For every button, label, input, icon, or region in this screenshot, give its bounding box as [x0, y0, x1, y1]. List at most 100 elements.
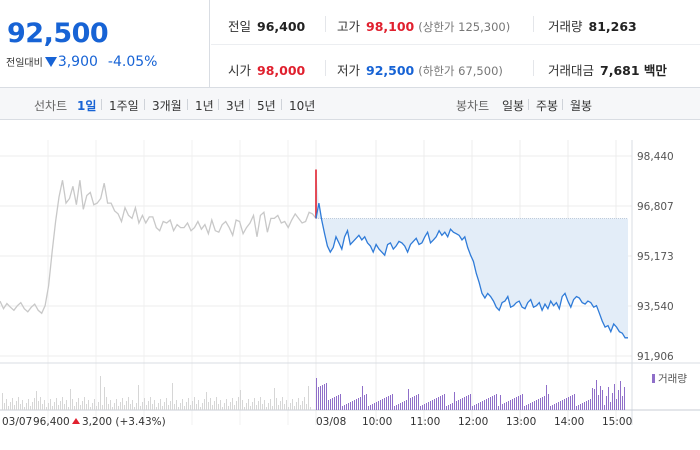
today-volume-bar	[370, 405, 371, 410]
prev-volume-bar	[212, 405, 213, 410]
today-volume-bar	[344, 405, 345, 410]
quote-header: 92,500 전일대비 3,900 -4.05% 전일 96,400 고가 98,100…	[0, 0, 700, 88]
prev-volume-bar	[74, 406, 75, 410]
prev-volume-bar	[174, 404, 175, 410]
prev-volume-bar	[178, 407, 179, 410]
prev-volume-bar	[146, 405, 147, 410]
prev-volume-bar	[266, 407, 267, 410]
today-volume-bar	[366, 394, 367, 410]
stat-trade-amount: 거래대금 7,681 백만	[548, 60, 667, 79]
down-triangle-icon	[44, 57, 57, 67]
today-volume-bar	[394, 406, 395, 410]
prev-volume-bar	[196, 404, 197, 410]
divider	[533, 60, 534, 76]
prev-volume-bar	[242, 400, 243, 410]
period-1w[interactable]: 1주일	[109, 99, 139, 113]
prev-volume-bar	[2, 393, 3, 410]
prev-volume-bar	[114, 403, 115, 410]
today-volume-bar	[600, 386, 601, 410]
prev-volume-bar	[274, 388, 275, 410]
prev-volume-bar	[60, 401, 61, 410]
today-volume-bar	[520, 395, 521, 410]
period-5y[interactable]: 5년	[257, 99, 276, 113]
prev-volume-bar	[92, 403, 93, 410]
today-volume-bar	[492, 396, 493, 410]
current-price-box: 92,500 전일대비 3,900 -4.05%	[0, 0, 210, 88]
today-volume-bar	[558, 402, 559, 410]
today-volume-bar	[328, 400, 329, 410]
divider	[533, 16, 534, 32]
today-volume-bar	[562, 400, 563, 410]
candle-daily[interactable]: 일봉	[502, 99, 525, 113]
prev-volume-bar	[30, 406, 31, 410]
prev-volume-bar	[244, 407, 245, 410]
today-volume-bar	[398, 404, 399, 410]
prev-volume-bar	[290, 403, 291, 410]
stat-label: 고가	[337, 19, 361, 34]
prev-volume-bar	[288, 407, 289, 410]
today-volume-bar	[458, 400, 459, 410]
today-volume-bar	[512, 399, 513, 410]
prev-volume-bar	[154, 400, 155, 410]
prev-volume-bar	[100, 376, 101, 410]
prev-volume-bar	[98, 402, 99, 410]
stat-label: 전일	[228, 19, 252, 34]
prev-volume-bar	[296, 402, 297, 410]
prev-volume-bar	[202, 403, 203, 410]
prev-volume-bar	[264, 400, 265, 410]
today-volume-bar	[490, 397, 491, 410]
prev-volume-bar	[304, 397, 305, 410]
today-volume-bar	[536, 400, 537, 410]
candle-monthly[interactable]: 월봉	[570, 99, 593, 113]
today-volume-bar	[502, 404, 503, 410]
prev-volume-bar	[134, 407, 135, 410]
today-volume-bar	[494, 395, 495, 410]
today-volume-bar	[412, 397, 413, 410]
prev-volume-bar	[224, 403, 225, 410]
candle-weekly[interactable]: 주봉	[536, 99, 559, 113]
today-volume-bar	[358, 398, 359, 410]
prev-volume-bar	[110, 400, 111, 410]
today-volume-bar	[440, 396, 441, 410]
today-volume-bar	[470, 394, 471, 410]
prev-volume-bar	[300, 405, 301, 410]
today-volume-bar	[380, 400, 381, 410]
today-area	[316, 169, 628, 338]
prev-day-line	[0, 180, 317, 315]
prev-volume-bar	[46, 407, 47, 410]
prev-volume-bar	[148, 401, 149, 410]
prev-volume-bar	[200, 407, 201, 410]
prev-volume-bar	[90, 407, 91, 410]
prev-volume-bar	[82, 401, 83, 410]
prev-volume-bar	[26, 403, 27, 410]
today-volume-bar	[574, 394, 575, 410]
prev-volume-bar	[118, 406, 119, 410]
period-1y[interactable]: 1년	[195, 99, 214, 113]
price-chart: 98,440 96,807 95,173 93,540 91,906 거래량 03/07…	[0, 140, 700, 428]
prev-volume-bar	[156, 407, 157, 410]
prev-volume-bar	[160, 399, 161, 410]
divider	[528, 99, 529, 110]
today-volume-bar	[582, 403, 583, 410]
today-volume-bar	[432, 400, 433, 410]
prev-volume-bar	[42, 404, 43, 410]
period-3m[interactable]: 3개월	[152, 99, 182, 113]
prev-volume-bar	[252, 402, 253, 410]
period-1d[interactable]: 1일	[77, 99, 97, 113]
today-volume-bar	[426, 403, 427, 410]
today-volume-bar	[342, 406, 343, 410]
x-tick-label: 13:00	[506, 416, 536, 428]
today-volume-bar	[448, 405, 449, 410]
stat-sub: (하한가 67,500)	[418, 64, 503, 78]
today-volume-bar	[404, 401, 405, 410]
today-volume-bar	[596, 380, 597, 410]
today-volume-bar	[350, 402, 351, 410]
y-tick-label: 95,173	[637, 251, 674, 263]
today-volume-bar	[388, 396, 389, 410]
prev-volume-bar	[250, 406, 251, 410]
today-volume-bar	[564, 399, 565, 410]
period-10y[interactable]: 10년	[289, 99, 316, 113]
today-volume-bar	[588, 400, 589, 410]
prev-volume-bar	[18, 397, 19, 410]
period-3y[interactable]: 3년	[226, 99, 245, 113]
